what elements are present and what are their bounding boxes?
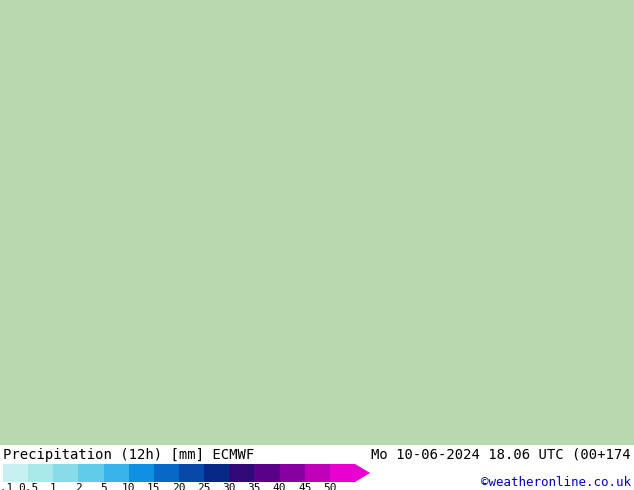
Text: 35: 35 [248,483,261,490]
Bar [129,464,154,482]
Bar [53,464,79,482]
Bar [254,464,280,482]
Text: 15: 15 [147,483,160,490]
Text: Precipitation (12h) [mm] ECMWF: Precipitation (12h) [mm] ECMWF [3,448,254,462]
Text: 1: 1 [50,483,56,490]
Text: ©weatheronline.co.uk: ©weatheronline.co.uk [481,476,631,489]
Polygon shape [355,464,370,482]
Bar [330,464,355,482]
Text: 0.1: 0.1 [0,483,13,490]
Text: 50: 50 [323,483,337,490]
Bar [305,464,330,482]
Bar [230,464,254,482]
Text: 2: 2 [75,483,82,490]
Text: 40: 40 [273,483,287,490]
Text: Mo 10-06-2024 18.06 UTC (00+174: Mo 10-06-2024 18.06 UTC (00+174 [372,448,631,462]
Bar [79,464,103,482]
Text: 0.5: 0.5 [18,483,38,490]
Text: 25: 25 [197,483,211,490]
Text: 10: 10 [122,483,136,490]
Bar [154,464,179,482]
Text: 20: 20 [172,483,186,490]
Text: 5: 5 [100,483,107,490]
Bar [3,464,28,482]
Bar [28,464,53,482]
Bar [280,464,305,482]
Bar [103,464,129,482]
Bar [179,464,204,482]
Bar [204,464,230,482]
Text: 45: 45 [298,483,311,490]
Text: 30: 30 [223,483,236,490]
